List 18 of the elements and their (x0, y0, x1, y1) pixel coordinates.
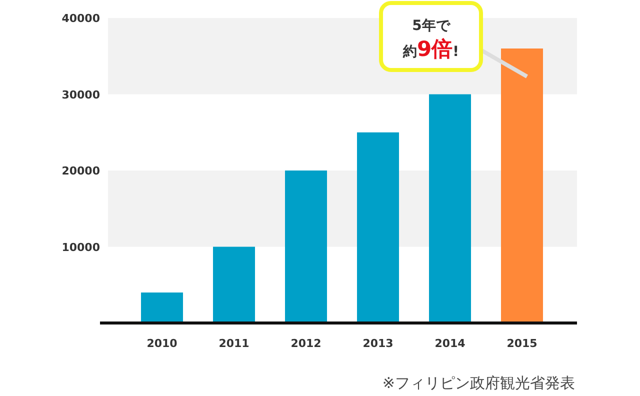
text: ※フィリピン政府観光省発表 (382, 374, 575, 392)
annotation: 5年で (412, 18, 451, 34)
bar (429, 94, 471, 323)
y-tick-label: 40000 (62, 12, 100, 25)
bar (213, 246, 255, 323)
bar (357, 132, 399, 323)
x-tick-label: 2012 (290, 337, 322, 350)
x-tick-label: 2010 (146, 337, 178, 350)
y-tick-label: 20000 (62, 164, 100, 178)
annotation: 約9倍! (402, 37, 460, 61)
y-tick-label: 30000 (62, 88, 100, 102)
x-tick-label: 2014 (434, 337, 466, 350)
bar (285, 170, 327, 323)
x-tick-label: 2013 (362, 337, 394, 350)
x-tick-label: 2011 (218, 337, 250, 350)
bar (141, 292, 183, 323)
y-tick-label: 10000 (62, 240, 100, 254)
x-tick-label: 2015 (506, 337, 538, 350)
